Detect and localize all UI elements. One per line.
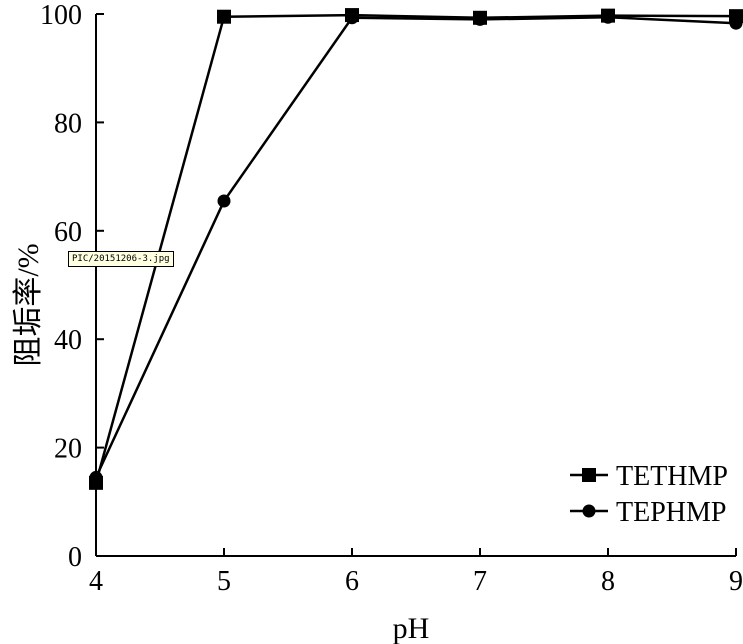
x-axis-label: pH (393, 612, 430, 644)
y-tick-label: 20 (54, 434, 82, 465)
y-tick-label: 0 (68, 542, 82, 573)
y-tick-label: 40 (54, 325, 82, 356)
legend-marker-tethmp (582, 468, 596, 482)
x-tick-label: 9 (729, 566, 743, 597)
x-tick-label: 4 (89, 566, 103, 597)
y-tick-label: 60 (54, 217, 82, 248)
data-point-tephmp (473, 12, 487, 26)
y-axis-label: 阻垢率/% (12, 243, 45, 366)
axes: 0 20 40 60 80 100 4 5 6 7 8 9 pH 阻垢率/% (12, 0, 743, 644)
x-tick-label: 5 (217, 566, 231, 597)
filename-tooltip: PIC/20151206-3.jpg (68, 251, 174, 267)
y-tick-label: 80 (54, 108, 82, 139)
legend-label-tephmp: TEPHMP (616, 497, 726, 528)
data-point-tephmp (729, 16, 743, 30)
x-tick-label: 7 (473, 566, 487, 597)
y-tick-label: 100 (40, 0, 82, 31)
legend-marker-tephmp (582, 504, 596, 518)
data-point-tephmp (89, 470, 103, 484)
x-tick-label: 6 (345, 566, 359, 597)
series-line-tethmp (94, 13, 737, 484)
data-point-tethmp (217, 9, 231, 24)
data-point-tephmp (217, 194, 231, 208)
data-point-tephmp (345, 11, 359, 25)
data-point-tephmp (601, 10, 615, 24)
x-tick-label: 8 (601, 566, 615, 597)
legend: TETHMP TEPHMP (570, 461, 728, 528)
series-layer (89, 8, 743, 490)
series-line-tephmp (94, 16, 737, 478)
legend-label-tethmp: TETHMP (616, 461, 728, 492)
